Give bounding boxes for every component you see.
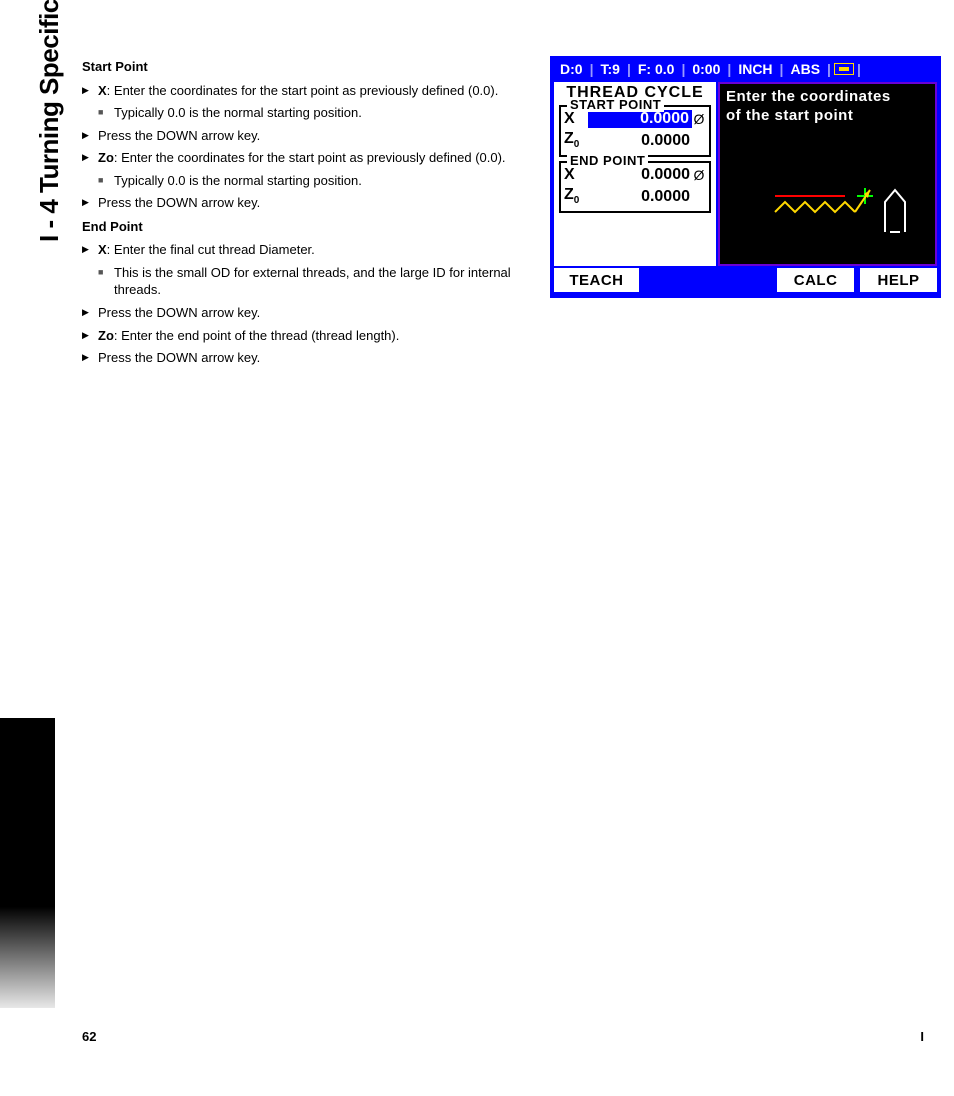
end-x-value[interactable]: 0.0000 [588, 166, 692, 184]
start-legend: START POINT [567, 97, 664, 112]
step-text: : Enter the final cut thread Diameter. [107, 242, 315, 257]
step-text: : Enter the coordinates for the start po… [107, 83, 499, 98]
step: Press the DOWN arrow key. [82, 127, 522, 145]
step: X: Enter the coordinates for the start p… [82, 82, 522, 100]
status-f: F: 0.0 [634, 61, 679, 77]
diameter-icon: Ø [692, 111, 706, 127]
dro-graphic-panel: Enter the coordinates of the start point [718, 82, 937, 266]
step-text: : Enter the end point of the thread (thr… [114, 328, 399, 343]
softkey-calc[interactable]: CALC [777, 268, 854, 292]
start-x-value[interactable]: 0.0000 [588, 110, 692, 128]
page-section-mark: I [920, 1029, 924, 1044]
start-zo-value[interactable]: 0.0000 [588, 132, 692, 150]
step: Press the DOWN arrow key. [82, 349, 522, 367]
field-row: Z0 0.0000 [564, 186, 706, 208]
axis-zo-label: Z0 [564, 131, 588, 150]
step: X: Enter the final cut thread Diameter. [82, 241, 522, 259]
step: Zo: Enter the coordinates for the start … [82, 149, 522, 167]
heading-start-point: Start Point [82, 58, 522, 76]
thread-cycle-icon [770, 184, 920, 244]
prompt-text: Enter the coordinates of the start point [720, 84, 935, 130]
step: Press the DOWN arrow key. [82, 194, 522, 212]
step: Press the DOWN arrow key. [82, 304, 522, 322]
start-point-group: START POINT X 0.0000 Ø Z0 0.0000 [559, 105, 711, 157]
axis-zo-label: Z0 [564, 187, 588, 206]
softkey-blank [645, 268, 730, 292]
status-d: D:0 [556, 61, 587, 77]
heading-end-point: End Point [82, 218, 522, 236]
softkey-help[interactable]: HELP [860, 268, 937, 292]
axis-x-label: X [564, 111, 588, 127]
status-t: T:9 [596, 61, 623, 77]
axis-x-label: X [564, 167, 588, 183]
section-title: I - 4 Turning Specific Operations [34, 0, 65, 242]
note: Typically 0.0 is the normal starting pos… [82, 104, 522, 122]
field-row: Z0 0.0000 [564, 130, 706, 152]
softkey-row: TEACH CALC HELP [552, 268, 939, 296]
end-point-group: END POINT X 0.0000 Ø Z0 0.0000 [559, 161, 711, 213]
diameter-icon: Ø [692, 167, 706, 183]
softkey-blank [736, 268, 772, 292]
dro-panel: D:0| T:9| F: 0.0| 0:00| INCH| ABS| | THR… [550, 56, 941, 298]
end-legend: END POINT [567, 153, 648, 168]
step: Zo: Enter the end point of the thread (t… [82, 327, 522, 345]
softkey-teach[interactable]: TEACH [554, 268, 639, 292]
note: Typically 0.0 is the normal starting pos… [82, 172, 522, 190]
status-unit: INCH [734, 61, 776, 77]
note: This is the small OD for external thread… [82, 264, 522, 299]
status-indicator-icon [834, 63, 854, 75]
status-time: 0:00 [688, 61, 724, 77]
side-tab [0, 718, 55, 1008]
page-number: 62 [82, 1029, 96, 1044]
status-mode: ABS [786, 61, 824, 77]
dro-status-bar: D:0| T:9| F: 0.0| 0:00| INCH| ABS| | [552, 58, 939, 80]
step-text: : Enter the coordinates for the start po… [114, 150, 506, 165]
dro-form-panel: THREAD CYCLE START POINT X 0.0000 Ø Z0 0… [554, 82, 716, 266]
end-zo-value[interactable]: 0.0000 [588, 188, 692, 206]
body-copy: Start Point X: Enter the coordinates for… [82, 52, 522, 372]
